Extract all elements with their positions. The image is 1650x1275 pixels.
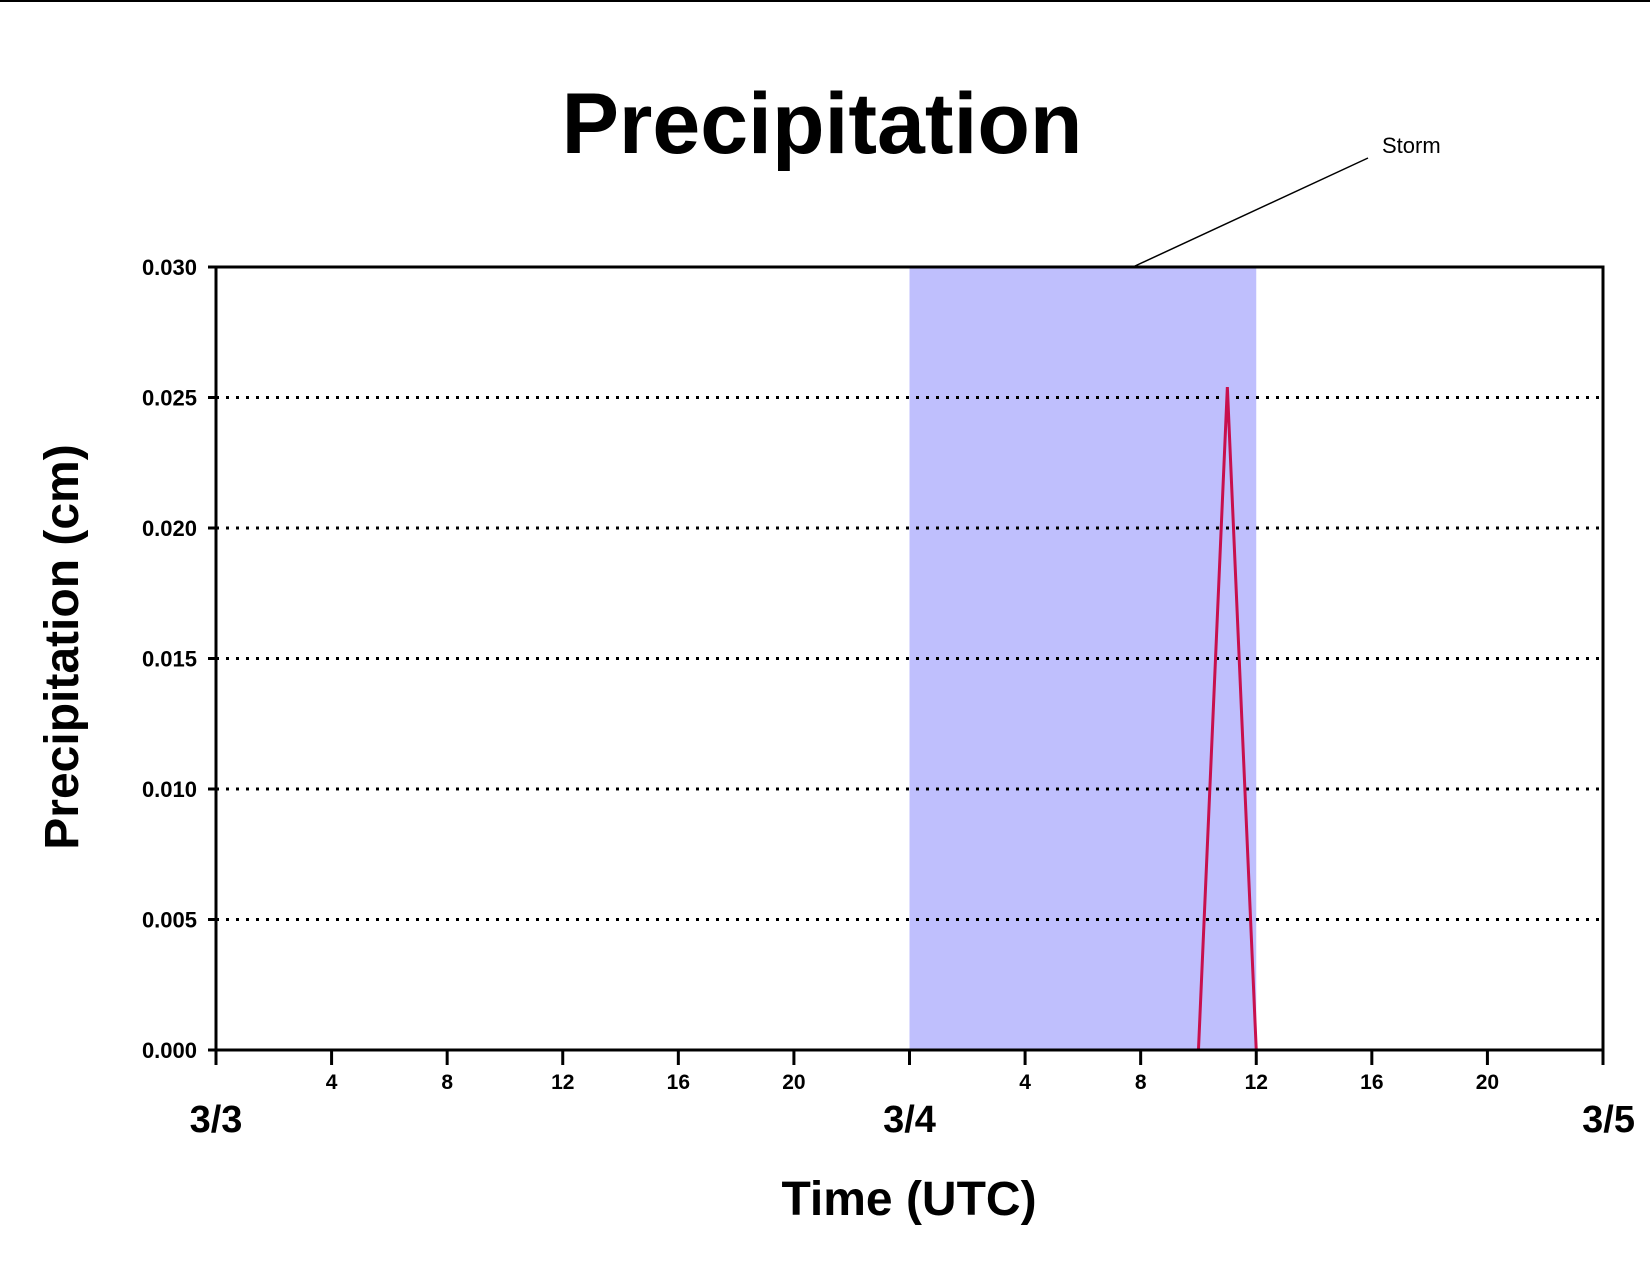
x-axis-label: Time (UTC) <box>781 1173 1036 1226</box>
y-tick-label: 0.000 <box>142 1038 197 1063</box>
x-tick-label: 12 <box>551 1071 574 1094</box>
x-day-label: 3/4 <box>883 1099 936 1141</box>
y-tick-label: 0.005 <box>142 908 197 933</box>
x-tick-label: 16 <box>667 1071 690 1094</box>
y-tick-label: 0.030 <box>142 255 197 280</box>
y-tick-label: 0.010 <box>142 777 197 802</box>
y-axis-label: Precipitation (cm) <box>36 444 89 849</box>
x-day-label: 3/3 <box>190 1099 243 1141</box>
chart-title: Precipitation <box>562 76 1083 172</box>
storm-annotation-leader <box>1132 157 1369 268</box>
y-tick-label: 0.015 <box>142 647 197 672</box>
x-tick-label: 12 <box>1245 1071 1268 1094</box>
x-tick-label: 20 <box>1476 1071 1499 1094</box>
x-tick-label: 8 <box>1135 1071 1147 1094</box>
x-tick-label: 8 <box>441 1071 453 1094</box>
x-tick-label: 4 <box>1019 1071 1031 1094</box>
x-tick-label: 16 <box>1360 1071 1383 1094</box>
storm-annotation-label: Storm <box>1382 133 1441 158</box>
x-tick-label: 20 <box>782 1071 805 1094</box>
y-tick-label: 0.025 <box>142 386 197 411</box>
plot-area: 0.000 0.005 0.010 0.015 0.020 0.025 0.030 3/3 3/… <box>142 133 1635 1141</box>
top-rule <box>0 0 1650 2</box>
x-day-label: 3/5 <box>1582 1099 1635 1141</box>
x-tick-label: 4 <box>326 1071 338 1094</box>
y-tick-label: 0.020 <box>142 516 197 541</box>
